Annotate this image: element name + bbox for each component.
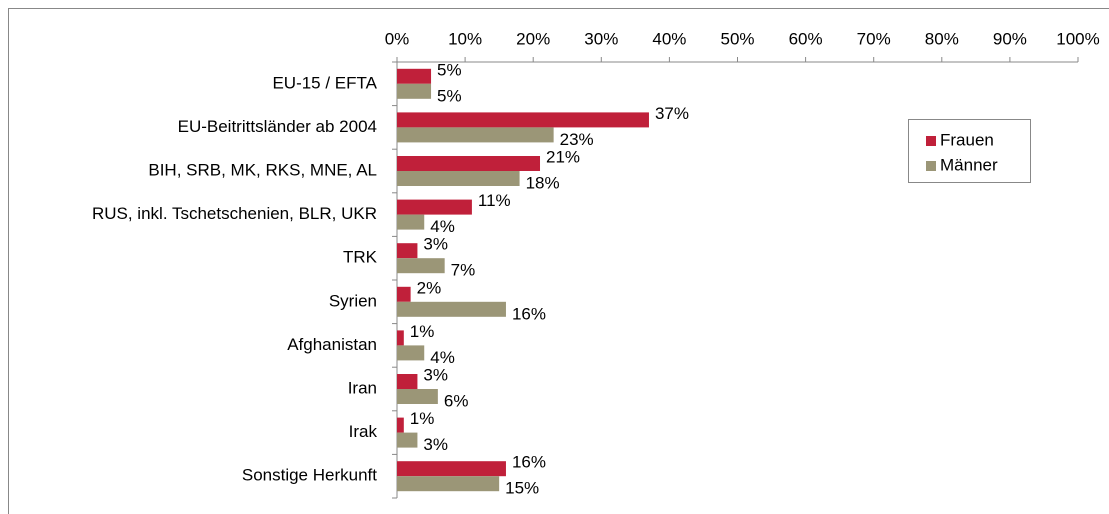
bar — [397, 171, 520, 186]
bar — [397, 461, 506, 477]
value-label: 6% — [444, 391, 469, 410]
x-tick-label: 30% — [584, 29, 618, 48]
value-label: 11% — [478, 191, 511, 210]
x-tick-label: 20% — [516, 29, 550, 48]
legend-swatch — [926, 136, 936, 146]
value-label: 21% — [546, 147, 580, 166]
bar — [397, 112, 649, 128]
y-tick-label: BIH, SRB, MK, RKS, MNE, AL — [148, 160, 377, 179]
bar — [397, 345, 425, 361]
bar — [397, 301, 506, 317]
value-label: 4% — [430, 348, 455, 367]
y-tick-label: Iran — [348, 378, 377, 397]
value-label: 3% — [423, 365, 448, 384]
bar — [397, 432, 418, 448]
y-tick-label: Sonstige Herkunft — [242, 466, 377, 485]
bar — [397, 417, 404, 433]
value-label: 7% — [451, 261, 476, 280]
value-label: 37% — [655, 104, 689, 123]
bar — [397, 243, 418, 259]
bar — [397, 68, 432, 84]
y-tick-label: EU-Beitrittsländer ab 2004 — [178, 117, 377, 136]
y-tick-label: RUS, inkl. Tschetschenien, BLR, UKR — [92, 204, 377, 223]
bar — [397, 374, 418, 389]
value-label: 1% — [410, 409, 435, 428]
value-label: 16% — [512, 453, 546, 472]
value-label: 5% — [437, 60, 462, 79]
value-label: 5% — [437, 86, 462, 105]
legend-box — [908, 119, 1031, 183]
bar — [397, 83, 432, 99]
bar — [397, 214, 425, 230]
chart-frame — [8, 8, 1109, 514]
x-tick-label: 90% — [993, 29, 1027, 48]
value-label: 3% — [423, 235, 448, 254]
bar — [397, 127, 554, 143]
legend-swatch — [926, 161, 936, 171]
bar — [397, 199, 472, 215]
value-label: 2% — [417, 278, 442, 297]
bar — [397, 389, 438, 404]
bar — [397, 156, 541, 171]
y-tick-label: EU-15 / EFTA — [272, 73, 377, 92]
value-label: 16% — [512, 304, 546, 323]
bar — [397, 330, 404, 346]
bar — [397, 476, 500, 492]
legend-label: Frauen — [940, 130, 994, 149]
value-label: 3% — [423, 435, 448, 454]
value-label: 1% — [410, 322, 435, 341]
x-tick-label: 0% — [385, 29, 410, 48]
value-label: 18% — [526, 173, 560, 192]
y-tick-label: Irak — [349, 422, 378, 441]
value-label: 15% — [505, 479, 539, 498]
legend-label: Männer — [940, 155, 998, 174]
y-tick-label: Afghanistan — [287, 335, 377, 354]
x-tick-label: 60% — [789, 29, 823, 48]
x-tick-label: 10% — [448, 29, 482, 48]
y-tick-label: Syrien — [329, 291, 377, 310]
bar — [397, 286, 411, 302]
value-label: 23% — [560, 130, 594, 149]
y-tick-label: TRK — [343, 248, 378, 267]
value-label: 4% — [430, 217, 455, 236]
x-tick-label: 50% — [720, 29, 754, 48]
x-tick-label: 40% — [652, 29, 686, 48]
x-tick-label: 100% — [1056, 29, 1099, 48]
x-tick-label: 70% — [857, 29, 891, 48]
bar — [397, 258, 445, 274]
x-tick-label: 80% — [925, 29, 959, 48]
